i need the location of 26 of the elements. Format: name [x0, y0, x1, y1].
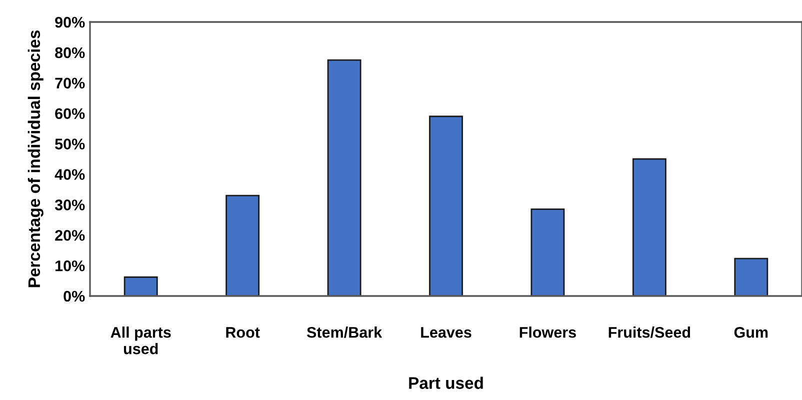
- x-tick-label: Fruits/Seed: [608, 326, 690, 338]
- bar: [429, 116, 463, 296]
- y-tick-label: 80%: [55, 47, 85, 58]
- bar: [632, 158, 666, 296]
- x-axis-title: Part used: [409, 376, 483, 389]
- x-tick-label: Gum: [734, 326, 768, 338]
- x-tick-label: Flowers: [520, 326, 576, 338]
- bar: [530, 208, 565, 296]
- x-tick-label: Stem/Bark: [306, 326, 382, 338]
- x-tick-label: Root: [226, 327, 260, 338]
- y-tick-label: 50%: [55, 138, 85, 150]
- x-tick-label: Leaves: [421, 327, 472, 338]
- bar: [734, 258, 768, 296]
- y-tick-label: 0%: [64, 290, 85, 302]
- y-tick-label: 10%: [56, 260, 85, 272]
- y-tick-label: 40%: [54, 169, 85, 180]
- y-axis-title: Percentage of individual species: [28, 30, 44, 288]
- y-tick-label: 90%: [55, 16, 85, 28]
- y-tick-label: 20%: [55, 230, 85, 241]
- bar: [226, 194, 260, 296]
- x-tick-label: All parts used: [110, 326, 171, 354]
- y-tick-label: 60%: [55, 108, 85, 120]
- y-tick-label: 70%: [55, 78, 85, 89]
- y-tick-label: 30%: [54, 200, 85, 210]
- bar: [124, 276, 158, 296]
- bar: [327, 59, 362, 296]
